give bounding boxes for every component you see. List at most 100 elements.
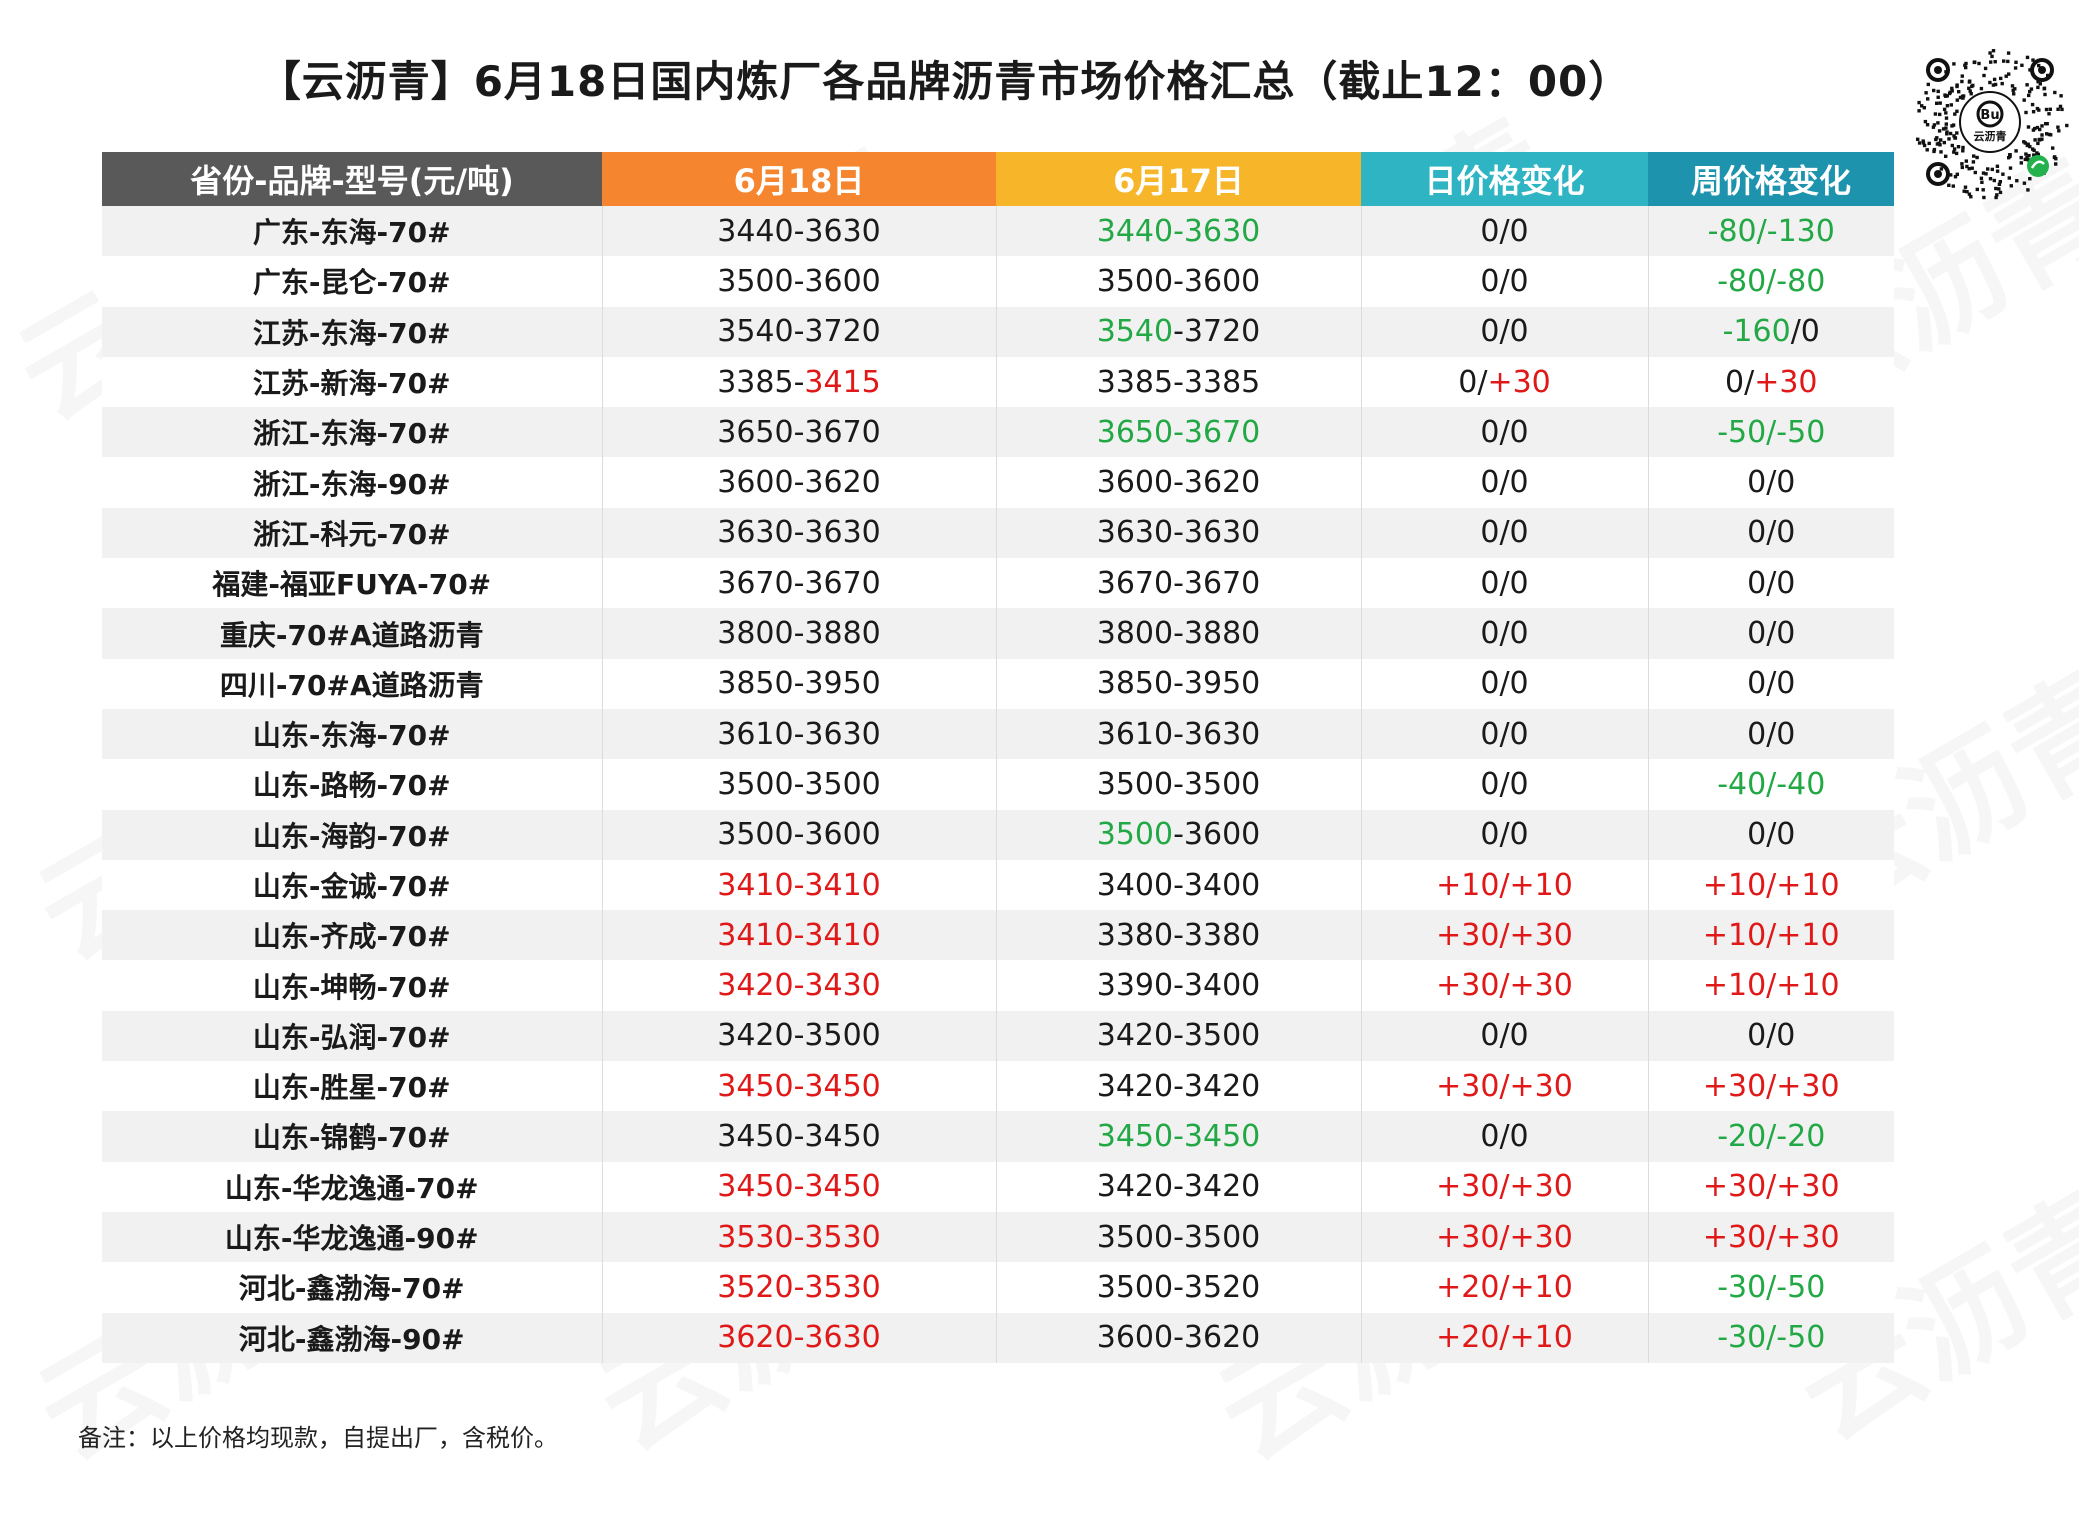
price-jun17-text: 3500-3500 xyxy=(1096,766,1261,802)
svg-text:Bu: Bu xyxy=(1980,108,1999,123)
price-jun17: 3540-3720 xyxy=(996,306,1362,357)
price-jun18: 3670-3670 xyxy=(602,558,997,609)
price-jun17-text: 3500-3600 xyxy=(1096,263,1261,299)
product-name: 江苏-东海-70# xyxy=(102,306,603,357)
product-name: 山东-坤畅-70# xyxy=(102,960,603,1011)
price-jun18-text: 3410-3410 xyxy=(717,917,881,953)
price-jun18: 3420-3500 xyxy=(602,1010,997,1062)
header-jun18: 6月18日 xyxy=(602,152,996,206)
daily-change: 0/0 xyxy=(1361,457,1649,508)
table-body: 广东-东海-70# 3440-3630 3440-3630 0/0 -80/-130 广东… xyxy=(102,206,1894,1363)
price-jun17-text: -3600 xyxy=(1173,817,1261,853)
daily-change: 0/0 xyxy=(1361,206,1649,257)
price-jun17-text: 3850-3950 xyxy=(1096,666,1261,702)
daily-change: 0/0 xyxy=(1361,407,1649,458)
weekly-change: -80/-80 xyxy=(1648,256,1894,307)
qr-dots xyxy=(1916,49,2069,200)
table-row: 福建-福亚FUYA-70# 3670-3670 3670-3670 0/0 0/0 xyxy=(102,558,1894,609)
price-jun18: 3410-3410 xyxy=(602,910,997,961)
daily-change-text: 0/0 xyxy=(1480,666,1529,702)
qr-logo-text: 云沥青 xyxy=(1974,129,2007,143)
price-jun17-text: 3600-3620 xyxy=(1096,465,1261,501)
table-row: 山东-金诚-70# 3410-3410 3400-3400 +10/+10 +10/+1… xyxy=(102,859,1894,911)
price-jun17-text: 3610-3630 xyxy=(1096,716,1261,752)
weekly-change-text: 0/0 xyxy=(1747,616,1796,652)
product-name: 广东-昆仑-70# xyxy=(102,256,603,307)
price-jun17-text: 3400-3400 xyxy=(1096,867,1261,903)
price-jun18: 3800-3880 xyxy=(602,608,997,659)
price-jun17-text: 3630-3630 xyxy=(1096,515,1261,551)
price-jun18-text: 3450-3450 xyxy=(717,1118,881,1154)
daily-change-text: +30 xyxy=(1487,364,1551,400)
weekly-change: -30/-50 xyxy=(1648,1262,1894,1313)
price-jun18-text: 3440-3630 xyxy=(717,213,881,249)
daily-change: 0/0 xyxy=(1361,558,1649,609)
product-name: 江苏-新海-70# xyxy=(102,356,603,408)
price-jun18-text: 3800-3880 xyxy=(717,616,881,652)
product-name: 浙江-科元-70# xyxy=(102,507,603,559)
header-daily-change: 日价格变化 xyxy=(1361,152,1648,206)
price-jun17-text: 3670-3670 xyxy=(1096,565,1261,601)
daily-change-text: +30/+30 xyxy=(1436,917,1573,953)
product-name: 河北-鑫渤海-70# xyxy=(102,1262,603,1313)
weekly-change: +10/+10 xyxy=(1648,910,1894,961)
table-row: 重庆-70#A道路沥青 3800-3880 3800-3880 0/0 0/0 xyxy=(102,608,1894,659)
product-name: 山东-华龙逸通-90# xyxy=(102,1211,603,1263)
price-jun18-text: 3600-3620 xyxy=(717,465,881,501)
price-jun18-text: 3620-3630 xyxy=(717,1320,881,1356)
price-jun18: 3600-3620 xyxy=(602,457,997,508)
daily-change: +10/+10 xyxy=(1361,859,1649,911)
weekly-change: +10/+10 xyxy=(1648,859,1894,911)
price-jun18: 3450-3450 xyxy=(602,1161,997,1212)
product-name: 广东-东海-70# xyxy=(102,206,603,257)
price-jun18: 3540-3720 xyxy=(602,306,997,357)
price-jun18-text: 3520-3530 xyxy=(717,1269,881,1305)
price-jun18: 3650-3670 xyxy=(602,407,997,458)
weekly-change: 0/0 xyxy=(1648,457,1894,508)
price-jun18-text: 3500-3500 xyxy=(717,766,881,802)
daily-change-text: +30/+30 xyxy=(1436,1068,1573,1104)
price-jun18: 3620-3630 xyxy=(602,1312,997,1363)
price-jun18: 3440-3630 xyxy=(602,206,997,257)
product-name: 山东-齐成-70# xyxy=(102,910,603,961)
price-jun17: 3420-3420 xyxy=(996,1061,1362,1112)
daily-change: 0/0 xyxy=(1361,1111,1649,1162)
weekly-change: 0/0 xyxy=(1648,507,1894,559)
price-jun17-text: 3420-3420 xyxy=(1096,1068,1261,1104)
table-row: 山东-坤畅-70# 3420-3430 3390-3400 +30/+30 +10/+1… xyxy=(102,960,1894,1011)
price-jun18-text: 3415 xyxy=(804,364,881,400)
price-jun17: 3500-3520 xyxy=(996,1262,1362,1313)
daily-change-text: 0/0 xyxy=(1480,616,1529,652)
table-row: 江苏-新海-70# 3385-3415 3385-3385 0/+30 0/+30 xyxy=(102,356,1894,408)
weekly-change-text: +10/+10 xyxy=(1702,968,1840,1004)
table-row: 浙江-东海-90# 3600-3620 3600-3620 0/0 0/0 xyxy=(102,457,1894,508)
price-jun17: 3420-3420 xyxy=(996,1161,1362,1212)
price-jun18: 3450-3450 xyxy=(602,1111,997,1162)
weekly-change-text: 0/0 xyxy=(1747,465,1796,501)
weekly-change-text: 0/0 xyxy=(1747,817,1796,853)
price-jun18: 3520-3530 xyxy=(602,1262,997,1313)
price-jun17-text: 3390-3400 xyxy=(1096,968,1261,1004)
price-jun17-text: 3450-3450 xyxy=(1096,1118,1261,1154)
price-jun17-text: 3650-3670 xyxy=(1096,414,1261,450)
price-jun18-text: 3850-3950 xyxy=(717,666,881,702)
price-jun17: 3500-3500 xyxy=(996,759,1362,810)
product-name: 山东-路畅-70# xyxy=(102,759,603,810)
price-jun18-text: 3420-3430 xyxy=(717,968,881,1004)
weekly-change-text: /0 xyxy=(1790,314,1820,350)
weekly-change: 0/0 xyxy=(1648,558,1894,609)
weekly-change-text: -80/-80 xyxy=(1717,263,1826,299)
price-jun18-text: 3670-3670 xyxy=(717,565,881,601)
header-product: 省份-品牌-型号(元/吨) xyxy=(102,152,602,206)
weekly-change: 0/0 xyxy=(1648,1010,1894,1062)
price-jun17: 3450-3450 xyxy=(996,1111,1362,1162)
page-title: 【云沥青】6月18日国内炼厂各品牌沥青市场价格汇总（截止12：00） xyxy=(258,57,1632,106)
product-name: 山东-华龙逸通-70# xyxy=(102,1161,603,1212)
table-row: 浙江-东海-70# 3650-3670 3650-3670 0/0 -50/-50 xyxy=(102,407,1894,458)
price-table: 省份-品牌-型号(元/吨) 6月18日 6月17日 日价格变化 周价格变化 广东… xyxy=(102,152,1894,1363)
weekly-change-text: -20/-20 xyxy=(1717,1118,1826,1154)
table-row: 浙江-科元-70# 3630-3630 3630-3630 0/0 0/0 xyxy=(102,507,1894,559)
daily-change: 0/+30 xyxy=(1361,356,1649,408)
price-jun18: 3630-3630 xyxy=(602,507,997,559)
daily-change-text: 0/0 xyxy=(1480,817,1529,853)
